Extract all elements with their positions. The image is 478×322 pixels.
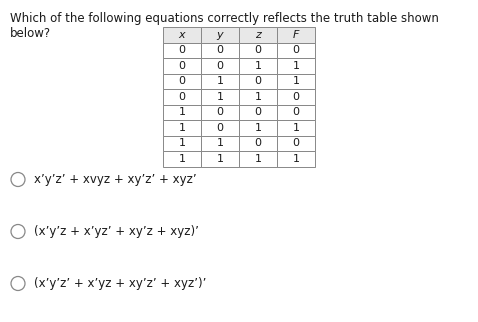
Bar bbox=[239, 27, 277, 43]
Bar bbox=[277, 89, 315, 105]
Text: 0: 0 bbox=[293, 107, 300, 117]
Text: 1: 1 bbox=[178, 107, 185, 117]
Bar bbox=[239, 43, 277, 58]
Text: Which of the following equations correctly reflects the truth table shown below?: Which of the following equations correct… bbox=[10, 12, 439, 40]
Text: 1: 1 bbox=[178, 138, 185, 148]
Bar bbox=[277, 105, 315, 120]
Text: 0: 0 bbox=[254, 76, 261, 86]
Text: 1: 1 bbox=[293, 123, 300, 133]
Bar bbox=[277, 58, 315, 73]
Text: 1: 1 bbox=[254, 61, 261, 71]
Text: x’y’z’ + xvyz + xy’z’ + xyz’: x’y’z’ + xvyz + xy’z’ + xyz’ bbox=[34, 173, 196, 186]
Bar bbox=[201, 73, 239, 89]
Text: 0: 0 bbox=[178, 76, 185, 86]
Bar bbox=[277, 27, 315, 43]
Text: 1: 1 bbox=[178, 123, 185, 133]
Text: F: F bbox=[293, 30, 299, 40]
Bar bbox=[239, 151, 277, 166]
Text: 1: 1 bbox=[293, 61, 300, 71]
Text: 1: 1 bbox=[178, 154, 185, 164]
Text: 1: 1 bbox=[217, 92, 224, 102]
Text: 0: 0 bbox=[178, 61, 185, 71]
Text: 1: 1 bbox=[217, 138, 224, 148]
Text: (x’y’z’ + x’yz + xy’z’ + xyz’)’: (x’y’z’ + x’yz + xy’z’ + xyz’)’ bbox=[34, 277, 206, 290]
Text: 0: 0 bbox=[254, 138, 261, 148]
Text: y: y bbox=[217, 30, 223, 40]
Text: z: z bbox=[255, 30, 261, 40]
Bar bbox=[163, 43, 201, 58]
Text: 1: 1 bbox=[254, 92, 261, 102]
Text: 0: 0 bbox=[254, 45, 261, 55]
Bar bbox=[277, 151, 315, 166]
Text: 1: 1 bbox=[254, 154, 261, 164]
Bar bbox=[163, 58, 201, 73]
Bar bbox=[277, 120, 315, 136]
Bar bbox=[201, 58, 239, 73]
Text: 0: 0 bbox=[178, 45, 185, 55]
Bar bbox=[239, 58, 277, 73]
Bar bbox=[277, 73, 315, 89]
Text: 1: 1 bbox=[254, 123, 261, 133]
Text: 0: 0 bbox=[293, 92, 300, 102]
Bar bbox=[163, 105, 201, 120]
Bar bbox=[163, 120, 201, 136]
Bar bbox=[201, 105, 239, 120]
Text: 0: 0 bbox=[217, 61, 224, 71]
Text: (x’y’z + x’yz’ + xy’z + xyz)’: (x’y’z + x’yz’ + xy’z + xyz)’ bbox=[34, 225, 199, 238]
Text: 1: 1 bbox=[293, 76, 300, 86]
Text: 0: 0 bbox=[217, 123, 224, 133]
Bar bbox=[163, 27, 201, 43]
Bar bbox=[239, 105, 277, 120]
Bar bbox=[163, 136, 201, 151]
Bar bbox=[201, 27, 239, 43]
Text: 1: 1 bbox=[293, 154, 300, 164]
Bar bbox=[163, 89, 201, 105]
Text: 0: 0 bbox=[293, 45, 300, 55]
Text: 0: 0 bbox=[293, 138, 300, 148]
Bar bbox=[277, 136, 315, 151]
Bar bbox=[239, 73, 277, 89]
Bar bbox=[201, 89, 239, 105]
Text: 0: 0 bbox=[254, 107, 261, 117]
Bar bbox=[201, 151, 239, 166]
Bar bbox=[163, 151, 201, 166]
Text: 1: 1 bbox=[217, 154, 224, 164]
Text: x: x bbox=[179, 30, 185, 40]
Bar bbox=[239, 120, 277, 136]
Bar bbox=[239, 89, 277, 105]
Text: 0: 0 bbox=[217, 45, 224, 55]
Bar bbox=[201, 120, 239, 136]
Text: 0: 0 bbox=[217, 107, 224, 117]
Bar bbox=[201, 136, 239, 151]
Text: 1: 1 bbox=[217, 76, 224, 86]
Bar bbox=[163, 73, 201, 89]
Bar bbox=[239, 136, 277, 151]
Bar bbox=[277, 43, 315, 58]
Text: 0: 0 bbox=[178, 92, 185, 102]
Bar bbox=[201, 43, 239, 58]
